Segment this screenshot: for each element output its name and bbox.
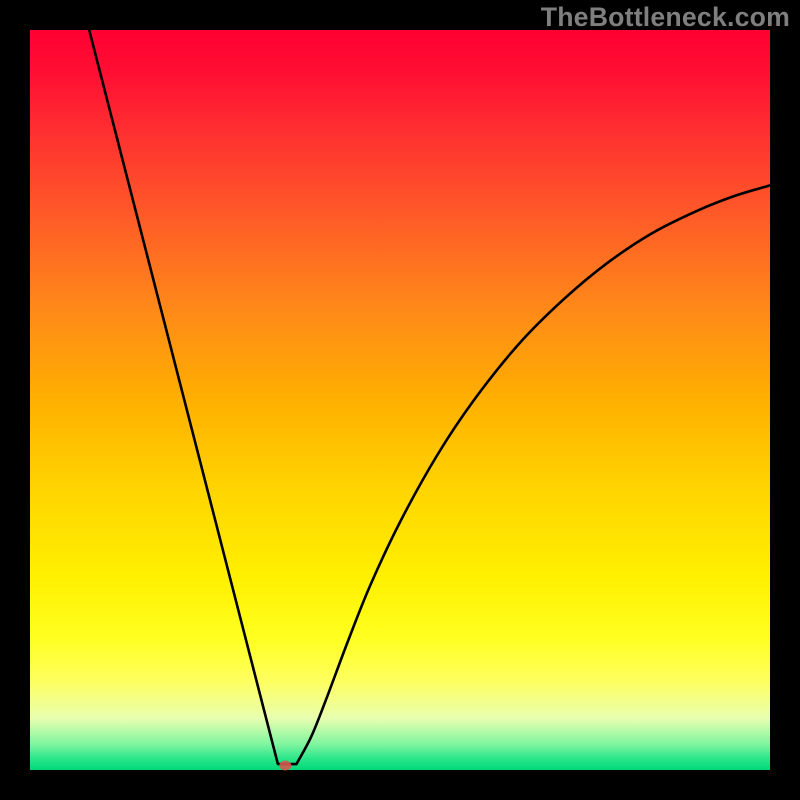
plot-area: [30, 30, 770, 770]
chart-frame: TheBottleneck.com: [0, 0, 800, 800]
watermark-text: TheBottleneck.com: [541, 2, 790, 33]
minimum-marker: [279, 761, 291, 771]
chart-svg: [0, 0, 800, 800]
